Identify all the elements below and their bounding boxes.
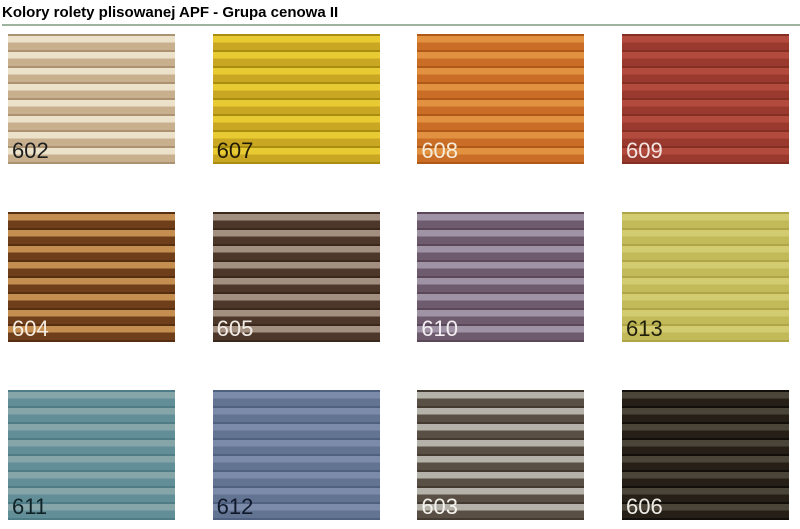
color-swatch-609: 609	[621, 34, 789, 164]
swatch-code-label: 610	[421, 316, 459, 341]
color-swatch-605: 605	[212, 212, 380, 342]
color-swatch-607: 607	[212, 34, 380, 164]
color-swatch-608: 608	[417, 34, 585, 164]
color-swatch-603: 603	[417, 390, 585, 520]
title-divider	[2, 24, 800, 26]
page-header: Kolory rolety plisowanej APF - Grupa cen…	[0, 0, 800, 26]
color-swatch-610: 610	[417, 212, 585, 342]
swatch-grid: 602 607 608 609 604 605 610 613 611 612 …	[0, 26, 800, 520]
color-swatch-602: 602	[8, 34, 175, 164]
swatch-code-label: 603	[421, 494, 459, 519]
swatch-code-label: 605	[216, 316, 254, 341]
swatch-code-label: 611	[12, 494, 48, 519]
color-swatch-606: 606	[621, 390, 789, 520]
color-swatch-611: 611	[8, 390, 175, 520]
color-swatch-604: 604	[8, 212, 175, 342]
swatch-code-label: 602	[12, 138, 49, 163]
color-swatch-613: 613	[621, 212, 789, 342]
swatch-code-label: 609	[625, 138, 663, 163]
color-swatch-612: 612	[212, 390, 380, 520]
swatch-code-label: 612	[216, 494, 254, 519]
page-title: Kolory rolety plisowanej APF - Grupa cen…	[2, 4, 339, 21]
swatch-code-label: 608	[421, 138, 459, 163]
swatch-code-label: 604	[12, 316, 49, 341]
swatch-code-label: 607	[216, 138, 254, 163]
swatch-code-label: 606	[625, 494, 663, 519]
swatch-code-label: 613	[625, 316, 663, 341]
